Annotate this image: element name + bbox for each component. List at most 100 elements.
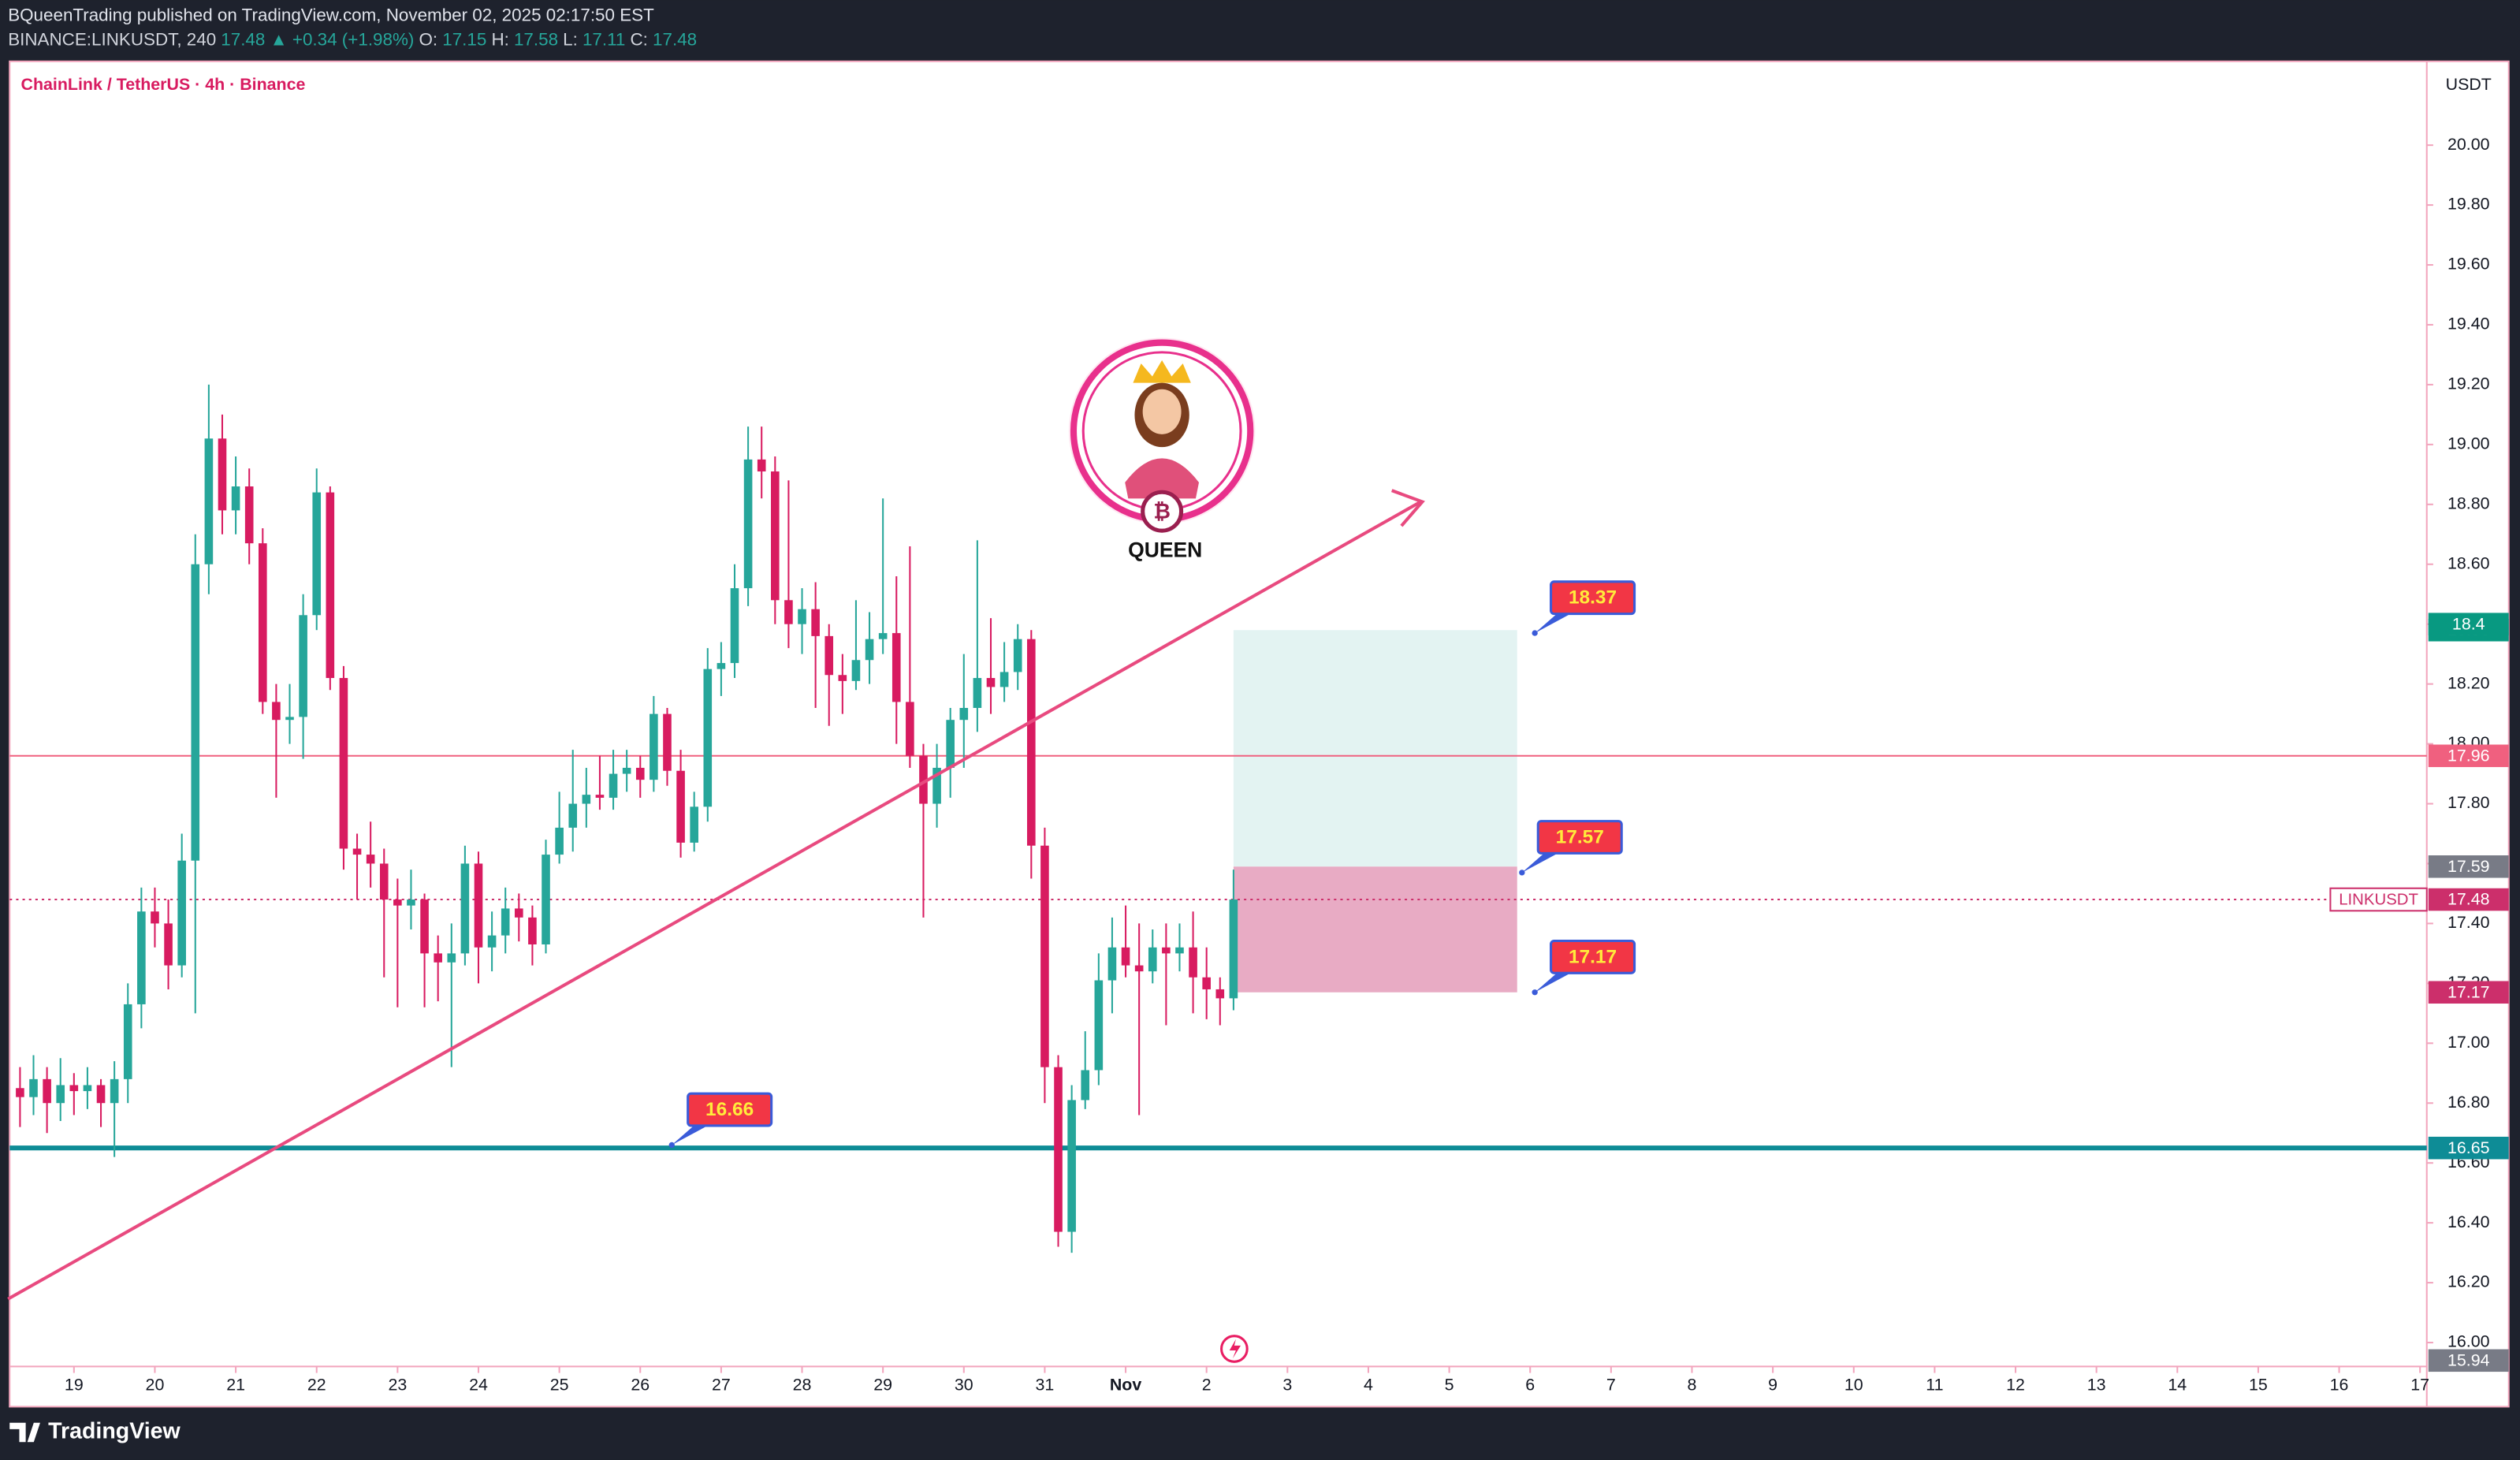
candle-body bbox=[1148, 947, 1157, 972]
x-tick-label: 26 bbox=[631, 1376, 650, 1395]
x-tick-label: 28 bbox=[793, 1376, 812, 1395]
candle-body bbox=[1054, 1067, 1063, 1232]
candle-body bbox=[244, 486, 254, 544]
candle-body bbox=[1027, 639, 1036, 846]
x-tick-label: 15 bbox=[2249, 1376, 2268, 1395]
candle-body bbox=[824, 635, 834, 676]
candle-body bbox=[285, 717, 294, 721]
x-tick-label: 19 bbox=[65, 1376, 84, 1395]
quote-part: BINANCE:LINKUSDT, 240 bbox=[8, 29, 216, 49]
quote-part: 17.11 bbox=[583, 29, 625, 49]
candle-body bbox=[96, 1085, 106, 1104]
brand-logo bbox=[9, 1422, 40, 1443]
alert-icon bbox=[1220, 1335, 1249, 1363]
candle-body bbox=[1162, 947, 1171, 954]
svg-text:₿: ₿ bbox=[1153, 500, 1171, 523]
quote-part: C: bbox=[631, 29, 648, 49]
candle-body bbox=[299, 615, 307, 717]
price-label-bg bbox=[2428, 981, 2509, 1004]
quote-part: 17.48 bbox=[653, 29, 697, 49]
note-box bbox=[1550, 580, 1636, 616]
y-tick-label: 16.40 bbox=[2447, 1212, 2490, 1231]
x-tick-label: 3 bbox=[1282, 1376, 1292, 1395]
candle-body bbox=[393, 899, 402, 906]
candle-body bbox=[932, 767, 941, 804]
y-tick-label: 18.20 bbox=[2447, 673, 2490, 692]
grid: 16.0016.2016.4016.6016.8017.0017.2017.40… bbox=[65, 135, 2490, 1395]
loss-zone bbox=[1233, 866, 1517, 993]
candle-body bbox=[379, 863, 389, 900]
candle-body bbox=[730, 588, 739, 664]
candle-body bbox=[151, 911, 159, 924]
candle-body bbox=[555, 827, 564, 855]
candle-body bbox=[123, 1004, 132, 1079]
symbol-label: LINKUSDT bbox=[2339, 891, 2418, 908]
candle-body bbox=[312, 492, 322, 616]
price-label-bg bbox=[2428, 613, 2509, 635]
note-box bbox=[1536, 820, 1623, 855]
avatar: ₿ QUEEN bbox=[1068, 337, 1256, 562]
candle-body bbox=[891, 633, 901, 702]
candle-body bbox=[16, 1088, 24, 1097]
candle-body bbox=[272, 702, 281, 721]
candle-body bbox=[1040, 845, 1049, 1067]
quote-part: 17.15 bbox=[442, 29, 486, 49]
chart-title: ChainLink / TetherUS · 4h · Binance bbox=[21, 75, 306, 94]
profit-zone bbox=[1233, 630, 1517, 867]
x-tick-label: 27 bbox=[712, 1376, 731, 1395]
y-tick-label: 18.80 bbox=[2447, 493, 2490, 512]
note-text: 17.57 bbox=[1556, 826, 1604, 847]
trend-line bbox=[7, 500, 1422, 1301]
price-label: 15.94 bbox=[2447, 1350, 2490, 1369]
price-label-bg bbox=[2428, 855, 2509, 878]
x-tick-label: 23 bbox=[388, 1376, 407, 1395]
candle-body bbox=[906, 702, 914, 756]
y-tick-label: 17.40 bbox=[2447, 913, 2490, 932]
x-tick-label: 6 bbox=[1525, 1376, 1535, 1395]
note-text: 18.37 bbox=[1569, 587, 1617, 609]
x-tick-label: 11 bbox=[1926, 1376, 1943, 1395]
candle-body bbox=[407, 899, 415, 906]
candle-body bbox=[1229, 899, 1238, 999]
candle-body bbox=[1081, 1070, 1090, 1101]
candle-body bbox=[137, 911, 146, 1004]
candle-body bbox=[191, 564, 200, 861]
x-tick-label: 10 bbox=[1844, 1376, 1863, 1395]
x-tick-label: 25 bbox=[550, 1376, 569, 1395]
quote-line: BINANCE:LINKUSDT, 240 17.48 ▲ +0.34 (+1.98… bbox=[8, 29, 697, 49]
x-tick-label: 14 bbox=[2168, 1376, 2187, 1395]
candle-body bbox=[676, 770, 685, 843]
quote-part: 17.58 bbox=[514, 29, 558, 49]
price-label: 17.17 bbox=[2447, 982, 2490, 1001]
plot bbox=[9, 384, 2427, 1253]
candle-body bbox=[29, 1078, 38, 1097]
candle-body bbox=[460, 863, 470, 954]
candle-body bbox=[609, 773, 618, 798]
x-tick-label: 31 bbox=[1036, 1376, 1055, 1395]
candle-body bbox=[703, 669, 713, 807]
y-tick-label: 16.20 bbox=[2447, 1272, 2490, 1291]
candle-body bbox=[663, 713, 672, 771]
note-anchor bbox=[1519, 870, 1525, 876]
candle-body bbox=[56, 1085, 65, 1104]
candle-body bbox=[919, 755, 928, 804]
x-tick-label: 2 bbox=[1202, 1376, 1212, 1395]
y-tick-label: 16.80 bbox=[2447, 1093, 2490, 1112]
note-text: 16.66 bbox=[705, 1099, 754, 1120]
candle-body bbox=[757, 459, 766, 472]
candle-body bbox=[339, 678, 348, 849]
candle-body bbox=[501, 908, 510, 936]
candle-body bbox=[650, 713, 658, 780]
candle-body bbox=[326, 492, 335, 679]
note-pointer bbox=[1521, 850, 1564, 873]
candle-body bbox=[1094, 980, 1104, 1071]
candle-body bbox=[110, 1078, 119, 1104]
x-tick-label: 9 bbox=[1768, 1376, 1777, 1395]
y-tick-label: 19.40 bbox=[2447, 315, 2490, 333]
candle-body bbox=[717, 663, 726, 669]
candle-body bbox=[83, 1085, 92, 1092]
candle-body bbox=[352, 848, 362, 855]
candle-body bbox=[622, 767, 631, 774]
quote-part: L: bbox=[563, 29, 578, 49]
